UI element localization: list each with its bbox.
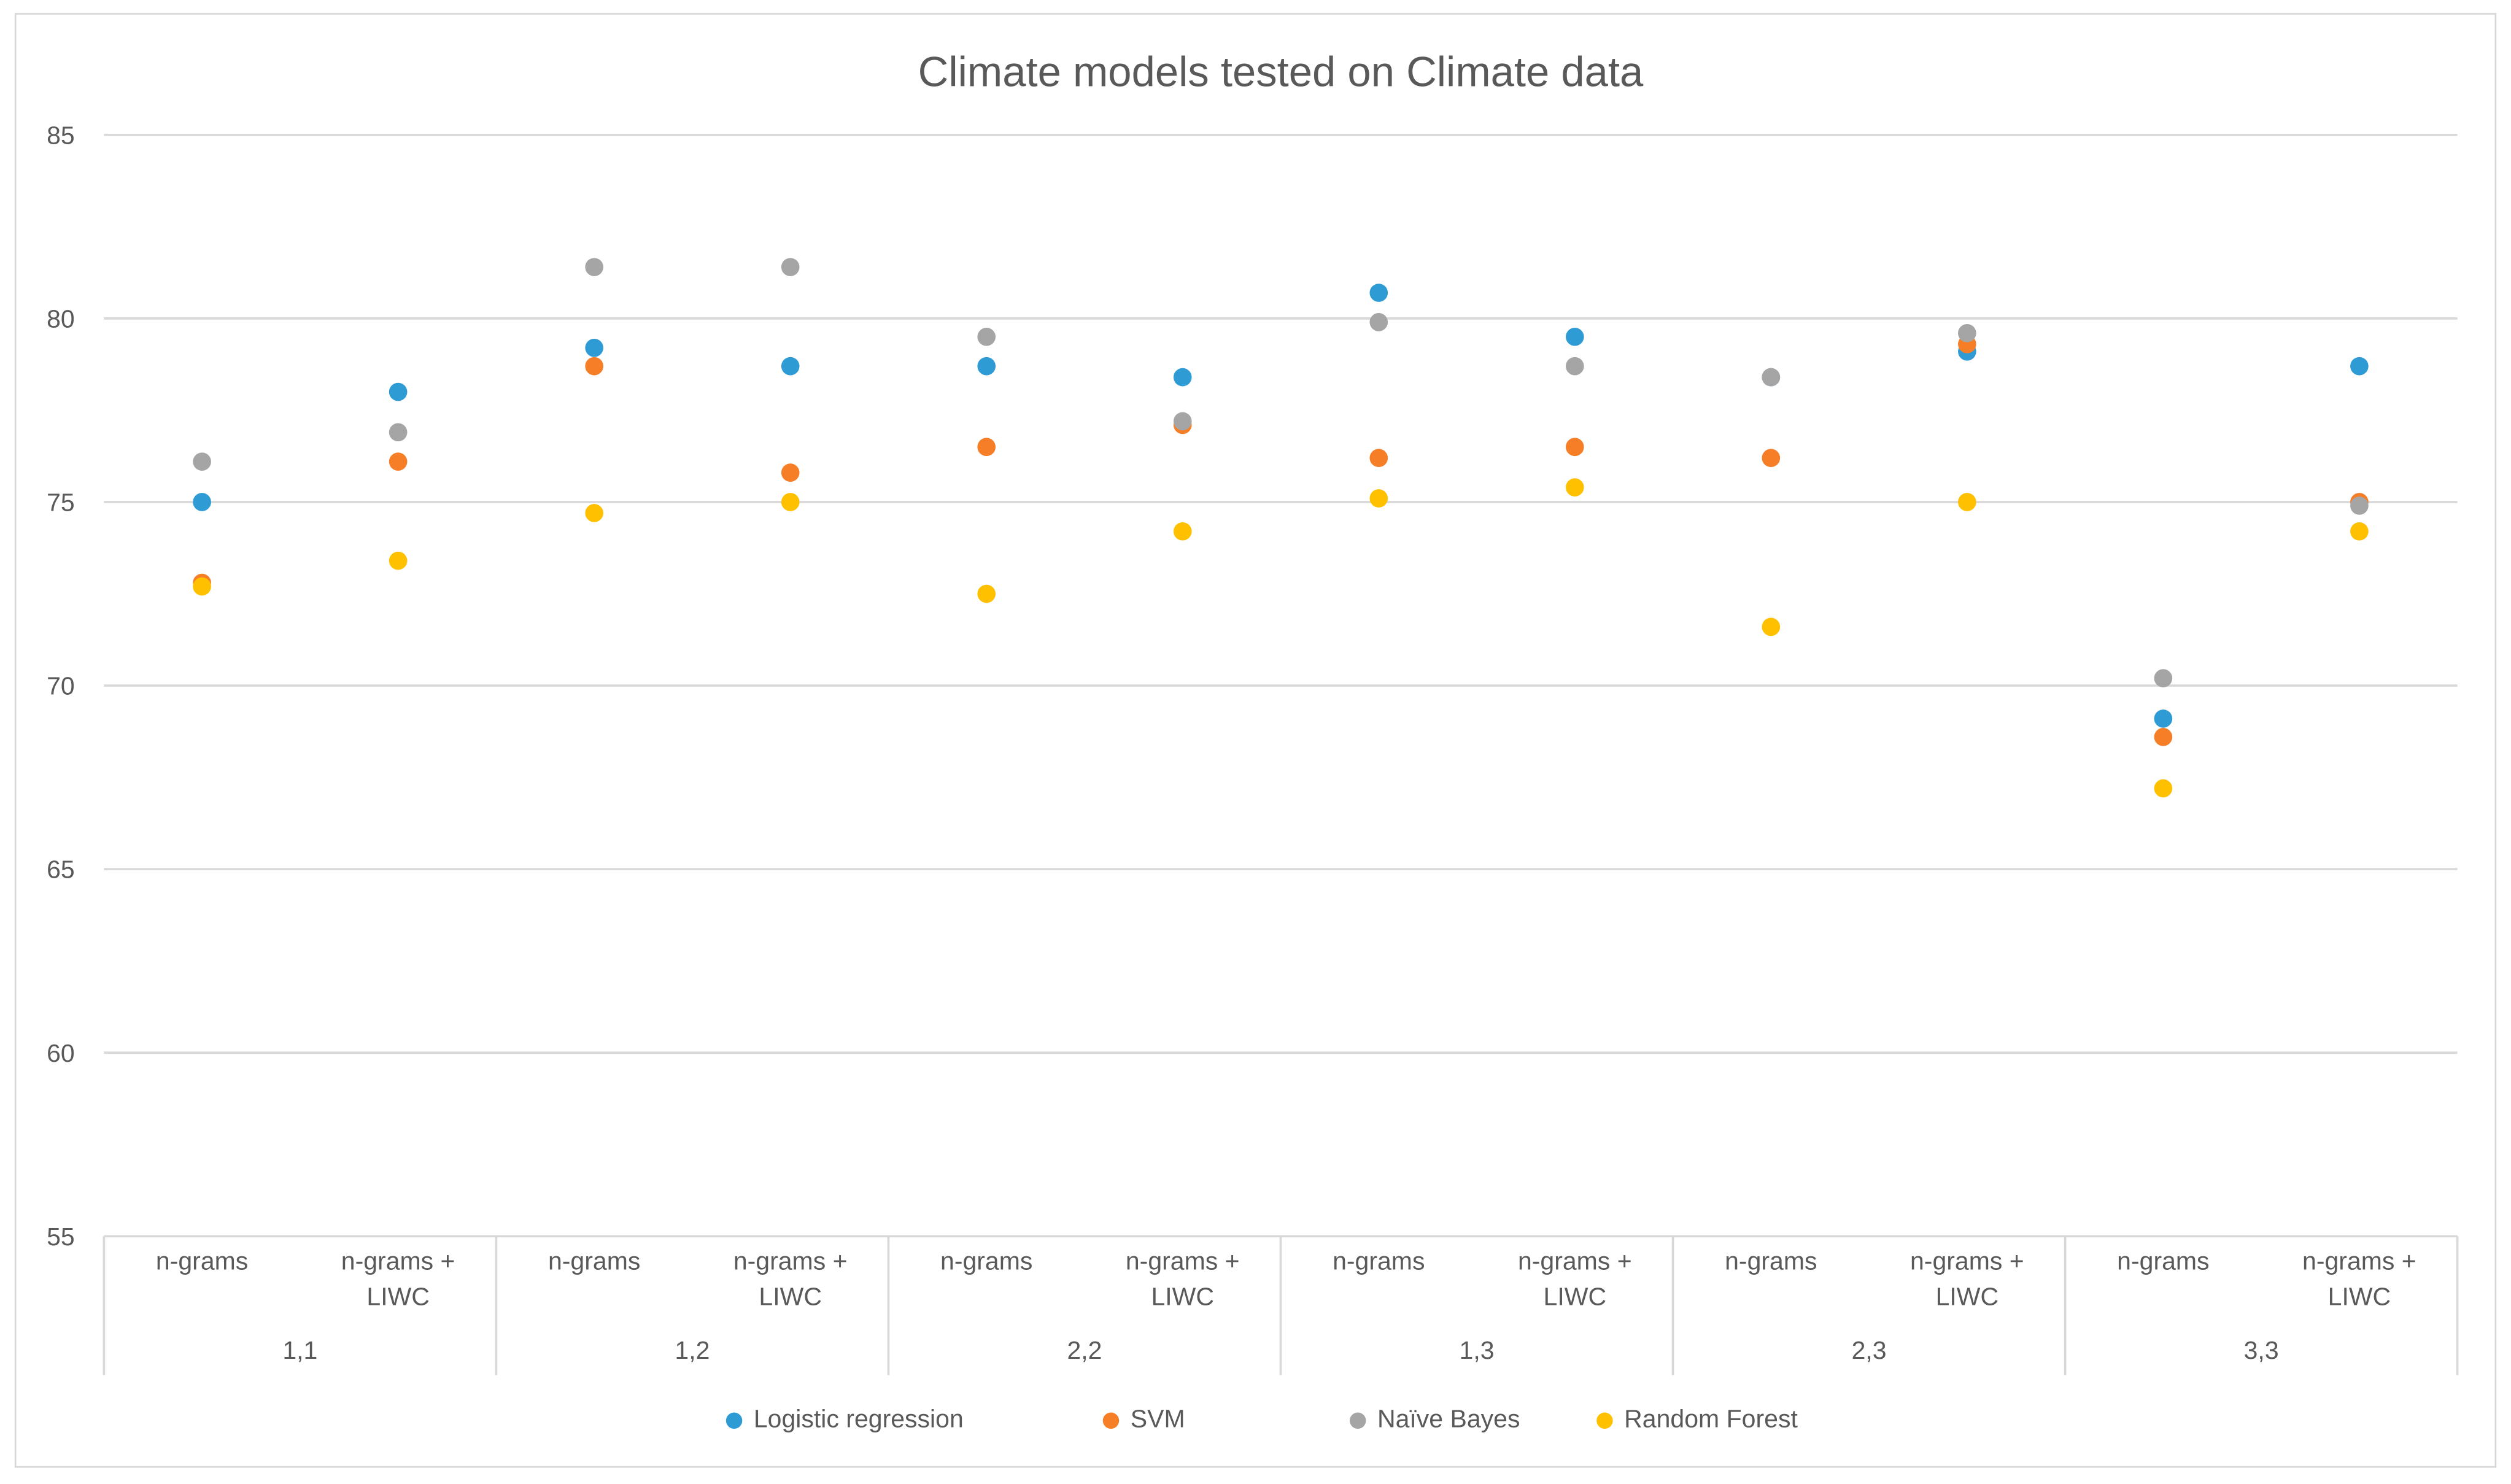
- data-point: [2350, 357, 2369, 376]
- subcategory-label: n-grams +: [1910, 1246, 2024, 1275]
- data-point: [1369, 284, 1388, 302]
- data-point: [1958, 323, 1976, 342]
- data-point: [1958, 493, 1976, 511]
- data-point: [193, 452, 211, 471]
- group-label: 1,3: [1460, 1336, 1495, 1364]
- data-point: [1565, 438, 1584, 457]
- legend-marker-icon: [725, 1412, 743, 1429]
- data-point: [781, 357, 800, 376]
- data-point: [2154, 727, 2173, 746]
- data-point: [1565, 357, 1584, 376]
- data-point: [977, 357, 996, 376]
- subcategory-label: n-grams: [1725, 1246, 1817, 1275]
- data-point: [1565, 478, 1584, 497]
- subcategory-label: n-grams: [1333, 1246, 1425, 1275]
- subcategory-label: n-grams: [940, 1246, 1032, 1275]
- data-point: [1173, 412, 1192, 431]
- subcategory-label: n-grams +: [1518, 1246, 1632, 1275]
- data-point: [781, 463, 800, 482]
- subcategory-label: LIWC: [366, 1283, 430, 1311]
- legend-label: Naïve Bayes: [1377, 1405, 1520, 1434]
- data-point: [1762, 449, 1781, 468]
- data-point: [2350, 522, 2369, 541]
- data-point: [389, 452, 408, 471]
- data-point: [2350, 497, 2369, 515]
- chart-title: Climate models tested on Climate data: [918, 47, 1644, 96]
- data-point: [585, 504, 603, 522]
- legend-marker-icon: [1596, 1412, 1613, 1429]
- data-point: [1762, 368, 1781, 387]
- data-point: [193, 493, 211, 511]
- data-point: [585, 258, 603, 276]
- subcategory-label: n-grams: [2117, 1246, 2209, 1275]
- group-label: 2,3: [1852, 1336, 1887, 1364]
- legend: Logistic regression SVM Naïve Bayes Random …: [0, 1403, 2511, 1439]
- data-point: [1173, 368, 1192, 387]
- data-point: [1565, 327, 1584, 346]
- legend-label: SVM: [1130, 1405, 1185, 1434]
- legend-item: Logistic regression: [725, 1403, 964, 1439]
- group-label: 1,1: [282, 1336, 317, 1364]
- subcategory-label: n-grams +: [1126, 1246, 1240, 1275]
- data-point: [389, 382, 408, 401]
- legend-item: SVM: [1102, 1403, 1185, 1439]
- group-label: 3,3: [2244, 1336, 2279, 1364]
- subcategory-label: LIWC: [1936, 1283, 1999, 1311]
- subcategory-label: LIWC: [1151, 1283, 1214, 1311]
- subcategory-label: n-grams +: [341, 1246, 455, 1275]
- data-point: [389, 551, 408, 570]
- data-point: [585, 357, 603, 376]
- data-point: [1369, 449, 1388, 468]
- subcategory-label: n-grams: [548, 1246, 640, 1275]
- data-point: [1369, 313, 1388, 331]
- legend-marker-icon: [1102, 1412, 1120, 1429]
- y-tick-label: 80: [47, 304, 75, 333]
- legend-item: Naïve Bayes: [1349, 1403, 1520, 1439]
- data-point: [2154, 669, 2173, 687]
- legend-item: Random Forest: [1596, 1403, 1798, 1439]
- legend-label: Random Forest: [1624, 1405, 1798, 1434]
- subcategory-label: LIWC: [1544, 1283, 1607, 1311]
- subcategory-label: LIWC: [2328, 1283, 2391, 1311]
- data-point: [1762, 617, 1781, 636]
- subcategory-label: n-grams +: [2302, 1246, 2416, 1275]
- data-point: [781, 258, 800, 276]
- data-point: [977, 584, 996, 603]
- group-label: 1,2: [675, 1336, 710, 1364]
- subcategory-label: LIWC: [759, 1283, 822, 1311]
- legend-marker-icon: [1349, 1412, 1366, 1429]
- subcategory-label: n-grams +: [733, 1246, 848, 1275]
- data-point: [193, 577, 211, 596]
- data-point: [977, 327, 996, 346]
- group-label: 2,2: [1067, 1336, 1102, 1364]
- y-tick-label: 55: [47, 1223, 75, 1251]
- y-tick-label: 60: [47, 1039, 75, 1067]
- data-point: [585, 338, 603, 357]
- data-point: [389, 423, 408, 442]
- y-tick-label: 85: [47, 121, 75, 149]
- legend-label: Logistic regression: [753, 1405, 964, 1434]
- y-tick-label: 65: [47, 856, 75, 884]
- chart-border: [14, 13, 2497, 1468]
- subcategory-label: n-grams: [156, 1246, 248, 1275]
- data-point: [2154, 779, 2173, 798]
- y-tick-label: 75: [47, 489, 75, 517]
- data-point: [1173, 522, 1192, 541]
- data-point: [2154, 709, 2173, 728]
- data-point: [781, 493, 800, 511]
- data-point: [977, 438, 996, 457]
- data-point: [1369, 489, 1388, 508]
- y-tick-label: 70: [47, 672, 75, 700]
